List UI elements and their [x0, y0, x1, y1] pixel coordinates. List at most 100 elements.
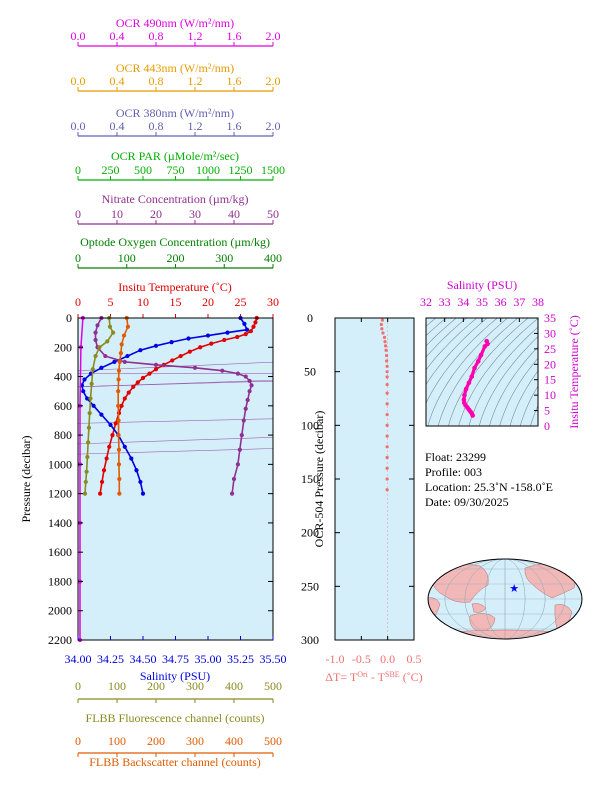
bottom-axis-tick-label-backscatter: 500 — [264, 734, 282, 748]
top-axis-tick-label-nitrate: 40 — [228, 207, 240, 221]
series-point-temperature — [248, 329, 253, 334]
series-point-temperature — [104, 456, 109, 461]
series-point-nitrate — [93, 330, 98, 335]
series-point-backscatter — [117, 476, 122, 482]
top-axis-oxygen: Optode Oxygen Concentration (µm/kg) 0 100 2… — [75, 235, 282, 269]
series-point-fluorescence — [93, 353, 98, 359]
ts-temperature-tick-label: 5 — [544, 404, 550, 418]
top-axis-tick-label-nitrate: 50 — [267, 207, 279, 221]
density-contours — [426, 318, 538, 426]
ocr504-point — [385, 477, 389, 481]
top-axis-tick-label-ocr490: 0.8 — [149, 29, 164, 43]
ts-point — [475, 358, 481, 364]
ts-temperature-tick-label: 20 — [544, 357, 556, 371]
pressure-axis: 0 200 400 600 800 1000 1200 1400 1600 1800 2000 220… — [48, 311, 273, 647]
top-axis-tick-label-par: 750 — [167, 163, 185, 177]
ocr504-points-layer — [379, 318, 389, 640]
series-point-temperature — [187, 349, 192, 354]
density-contour — [499, 357, 538, 426]
series-point-nitrate — [231, 476, 237, 482]
ocr504-point — [385, 466, 389, 470]
pressure-tick-label: 1400 — [48, 516, 72, 530]
series-point-backscatter — [116, 432, 121, 438]
ocr504-point — [385, 375, 389, 379]
pressure-tick-label: 600 — [54, 399, 72, 413]
ts-point — [466, 380, 472, 386]
top-axis-tick-label-nitrate: 30 — [189, 207, 201, 221]
ocr504-pressure-tick-label: 100 — [301, 418, 319, 432]
ocr504-point — [385, 353, 389, 358]
ts-point — [462, 392, 467, 398]
series-point-salinity — [225, 330, 230, 335]
map-meridian — [484, 559, 526, 639]
density-contour — [458, 318, 538, 426]
series-point-backscatter — [116, 418, 121, 423]
density-contour — [426, 318, 477, 371]
world-map: ★ — [427, 558, 583, 640]
series-point-temperature — [178, 353, 183, 359]
series-point-nitrate — [235, 462, 240, 467]
series-point-salinity — [125, 353, 130, 359]
series-point-nitrate — [249, 383, 254, 388]
series-point-backscatter — [118, 351, 123, 356]
ocr504-point — [381, 331, 385, 335]
ts-salinity-tick-label: 35 — [476, 295, 488, 309]
ocr504-point — [385, 370, 389, 374]
ocr504-axes: 0 50 100 150 200 250 300 -1.0 -0.5 0.0 0.5 — [301, 311, 422, 666]
top-axis-tick-label-ocr490: 1.2 — [188, 29, 203, 43]
density-contour — [468, 326, 538, 426]
delta-t-tick-label: 0.5 — [407, 652, 422, 666]
top-axis-tick-label-oxygen: 0 — [75, 251, 81, 265]
top-axis-tick-label-ocr380: 1.2 — [188, 119, 203, 133]
series-point-backscatter — [116, 462, 122, 467]
ts-salinity-axis-label: Salinity (PSU) — [447, 278, 517, 292]
series-point-salinity — [169, 340, 174, 345]
ocr504-point — [385, 434, 389, 438]
ocr504-point — [385, 364, 389, 368]
ocr504-point — [379, 322, 383, 327]
density-contour — [437, 318, 518, 426]
map-outline — [427, 558, 583, 640]
series-point-salinity — [242, 321, 247, 326]
series-point-nitrate — [192, 365, 198, 370]
top-axis-tick-label-oxygen: 200 — [167, 251, 185, 265]
top-axis-tick-label-ocr443: 1.2 — [188, 74, 203, 88]
series-point-nitrate — [245, 397, 250, 403]
bottom-axes-stack: 34.00 34.25 34.50 34.75 35.00 35.25 35.50 Salin… — [65, 636, 287, 769]
density-contour — [489, 346, 538, 426]
series-point-nitrate — [243, 374, 248, 379]
top-axis-label-temperature: Insitu Temperature (˚C) — [118, 280, 232, 294]
ocr504-point — [385, 455, 389, 460]
series-point-backscatter — [125, 324, 131, 329]
ts-point — [482, 344, 488, 349]
float-info-line: Float: 23299 — [425, 450, 486, 464]
ts-temperature-tick-label: 10 — [544, 388, 556, 402]
series-point-fluorescence — [85, 454, 90, 460]
series-point-fluorescence — [82, 491, 88, 496]
top-axis-tick-label-ocr380: 0.0 — [71, 119, 86, 133]
series-point-nitrate — [237, 447, 242, 452]
series-point-temperature — [253, 320, 258, 325]
ts-point — [478, 352, 484, 358]
series-line-backscatter — [117, 317, 129, 494]
delta-t-tick-label: -0.5 — [352, 652, 371, 666]
top-axis-tick-label-ocr443: 0.0 — [71, 74, 86, 88]
ts-temperature-tick-label: 35 — [544, 311, 556, 325]
series-point-temperature — [122, 396, 127, 401]
ocr504-point — [384, 348, 388, 352]
main-profile-panel: 0 200 400 600 800 1000 1200 1400 1600 1800 2000 220… — [19, 311, 274, 647]
map-meridian — [464, 559, 546, 639]
series-point-salinity — [134, 468, 139, 473]
top-axis-tick-label-oxygen: 100 — [118, 251, 136, 265]
series-point-fluorescence — [105, 339, 110, 344]
top-axis-tick-label-nitrate: 20 — [150, 207, 162, 221]
ocr504-point — [385, 413, 389, 417]
ocr504-pressure-axis-label: OCR-504 Pressure (decibar) — [312, 411, 326, 548]
series-point-salinity — [244, 327, 250, 332]
bottom-axis-tick-label-salinity: 34.50 — [130, 652, 157, 666]
pressure-tick-label: 800 — [54, 428, 72, 442]
bottom-axis-tick-label-backscatter: 0 — [75, 734, 81, 748]
bottom-axis-tick-label-backscatter: 200 — [147, 734, 165, 748]
